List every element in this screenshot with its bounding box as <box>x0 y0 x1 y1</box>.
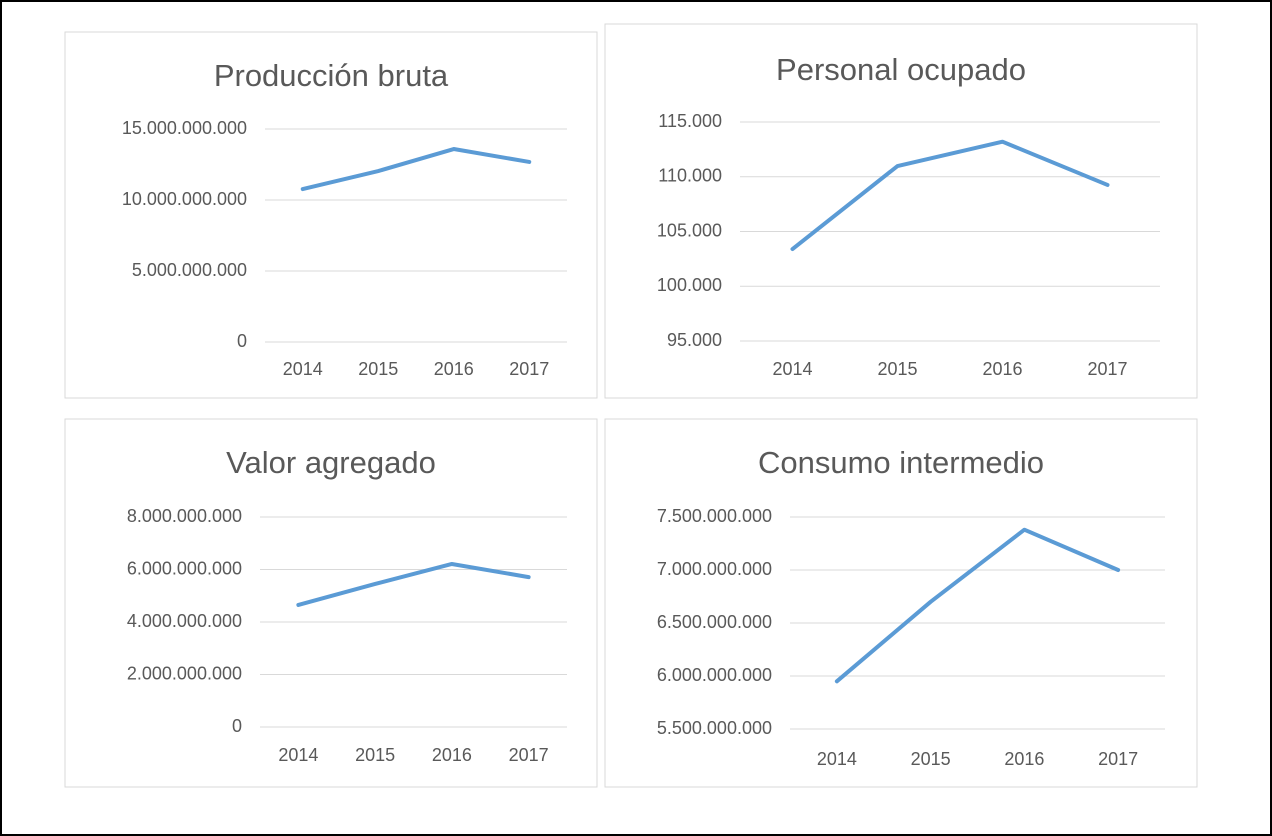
line-series <box>300 147 532 192</box>
y-tick-label: 6.000.000.000 <box>127 558 242 578</box>
y-tick-label: 110.000 <box>658 166 722 186</box>
y-tick-label: 6.500.000.000 <box>657 612 772 632</box>
x-tick-label: 2014 <box>283 359 323 379</box>
x-tick-label: 2017 <box>1098 749 1138 769</box>
y-tick-label: 10.000.000.000 <box>122 189 247 209</box>
y-tick-label: 0 <box>237 331 247 351</box>
y-tick-label: 5.500.000.000 <box>657 718 772 738</box>
y-tick-label: 95.000 <box>667 330 722 350</box>
y-tick-label: 115.000 <box>658 111 722 131</box>
y-tick-label: 105.000 <box>657 220 722 240</box>
x-tick-label: 2017 <box>1087 359 1127 379</box>
x-tick-label: 2015 <box>355 745 395 765</box>
chart-title: Producción bruta <box>214 58 449 93</box>
y-tick-label: 7.500.000.000 <box>657 506 772 526</box>
x-tick-label: 2015 <box>358 359 398 379</box>
x-tick-label: 2016 <box>1004 749 1044 769</box>
y-tick-label: 2.000.000.000 <box>127 663 242 683</box>
y-tick-label: 8.000.000.000 <box>127 506 242 526</box>
chart-panel <box>64 31 598 399</box>
x-tick-label: 2014 <box>772 359 812 379</box>
x-tick-label: 2016 <box>432 745 472 765</box>
x-tick-label: 2014 <box>817 749 857 769</box>
y-tick-label: 7.000.000.000 <box>657 559 772 579</box>
x-tick-label: 2015 <box>911 749 951 769</box>
y-tick-label: 0 <box>232 716 242 736</box>
x-tick-label: 2017 <box>509 745 549 765</box>
chart-title: Consumo intermedio <box>758 445 1044 480</box>
x-tick-label: 2017 <box>509 359 549 379</box>
line-series <box>790 139 1110 252</box>
line-series <box>834 527 1121 684</box>
chart-panel <box>604 23 1198 399</box>
chart-title: Personal ocupado <box>776 52 1026 87</box>
line-series <box>296 561 531 607</box>
x-tick-label: 2016 <box>982 359 1022 379</box>
x-tick-label: 2016 <box>434 359 474 379</box>
chart-panel <box>64 418 598 788</box>
x-tick-label: 2014 <box>278 745 318 765</box>
y-tick-label: 5.000.000.000 <box>132 260 247 280</box>
y-tick-label: 15.000.000.000 <box>122 118 247 138</box>
chart-title: Valor agregado <box>226 445 436 480</box>
chart-panel <box>604 418 1198 788</box>
y-tick-label: 6.000.000.000 <box>657 665 772 685</box>
y-tick-label: 100.000 <box>657 275 722 295</box>
y-tick-label: 4.000.000.000 <box>127 611 242 631</box>
x-tick-label: 2015 <box>877 359 917 379</box>
